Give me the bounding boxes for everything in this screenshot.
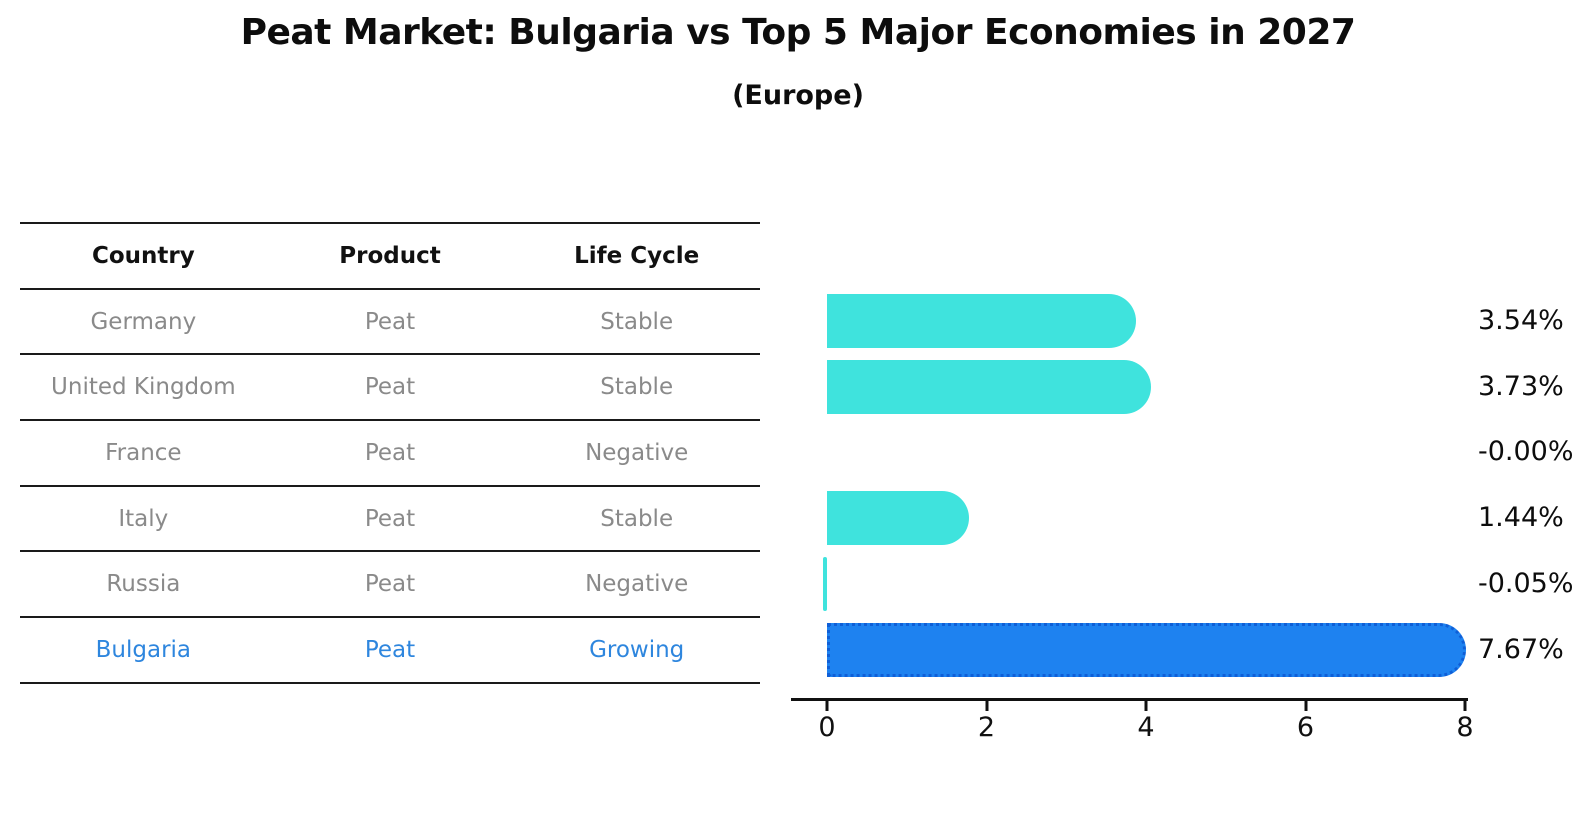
x-axis-tick-mark <box>1144 701 1148 711</box>
bar-bulgaria-highlighted <box>827 622 1466 677</box>
x-axis-tick-mark <box>985 701 988 711</box>
table-row-france: France Peat Negative <box>20 421 760 487</box>
bar-united-kingdom <box>827 359 1152 414</box>
x-axis-tick-mark <box>825 701 829 711</box>
cell-lifecycle: Negative <box>585 439 689 466</box>
cell-country: United Kingdom <box>51 374 236 401</box>
cell-country: Bulgaria <box>95 636 192 663</box>
value-label-russia: -0.05% <box>1478 567 1574 599</box>
x-axis-tick-label: 6 <box>1296 712 1315 743</box>
country-table: Country Product Life Cycle Germany Peat … <box>20 222 760 684</box>
cell-country: France <box>105 439 182 466</box>
cell-product: Peat <box>364 308 416 335</box>
cell-product: Peat <box>364 505 416 532</box>
value-label-united-kingdom: 3.73% <box>1478 370 1564 402</box>
x-axis-line <box>791 698 1468 701</box>
table-row-italy: Italy Peat Stable <box>20 487 760 553</box>
x-axis-tick-label: 0 <box>818 712 836 743</box>
page-title: Peat Market: Bulgaria vs Top 5 Major Eco… <box>240 12 1356 53</box>
cell-product: Peat <box>364 439 416 466</box>
bar-germany <box>827 294 1137 348</box>
cell-lifecycle: Stable <box>600 374 674 401</box>
table-row-united-kingdom: United Kingdom Peat Stable <box>20 355 760 422</box>
bar-italy <box>827 491 969 546</box>
value-label-bulgaria: 7.67% <box>1478 633 1564 665</box>
cell-product: Peat <box>364 636 416 663</box>
page-subtitle: (Europe) <box>732 80 864 111</box>
cell-product: Peat <box>364 374 416 401</box>
column-header-country: Country <box>91 242 195 269</box>
cell-lifecycle: Negative <box>585 571 689 598</box>
x-axis-tick-label: 2 <box>977 712 996 743</box>
column-header-lifecycle: Life Cycle <box>574 242 700 269</box>
cell-country: Germany <box>90 308 197 335</box>
table-header-row: Country Product Life Cycle <box>20 224 760 290</box>
value-label-france: -0.00% <box>1478 436 1574 468</box>
cell-country: Italy <box>118 505 169 532</box>
x-axis-tick-label: 4 <box>1137 712 1155 743</box>
value-label-italy: 1.44% <box>1478 502 1564 534</box>
x-axis-tick-mark <box>1463 701 1467 711</box>
bar-russia <box>823 556 827 611</box>
cell-product: Peat <box>364 571 416 598</box>
column-header-product: Product <box>339 242 441 269</box>
cell-lifecycle: Growing <box>589 636 685 663</box>
value-label-germany: 3.54% <box>1478 305 1564 336</box>
cell-lifecycle: Stable <box>600 505 674 532</box>
table-row-bulgaria-highlighted: Bulgaria Peat Growing <box>20 618 760 684</box>
x-axis-tick-mark <box>1304 701 1307 711</box>
cell-country: Russia <box>106 571 181 598</box>
x-axis-tick-label: 8 <box>1456 712 1474 743</box>
cell-lifecycle: Stable <box>600 308 674 335</box>
table-row-germany: Germany Peat Stable <box>20 290 760 356</box>
table-row-russia: Russia Peat Negative <box>20 552 760 619</box>
